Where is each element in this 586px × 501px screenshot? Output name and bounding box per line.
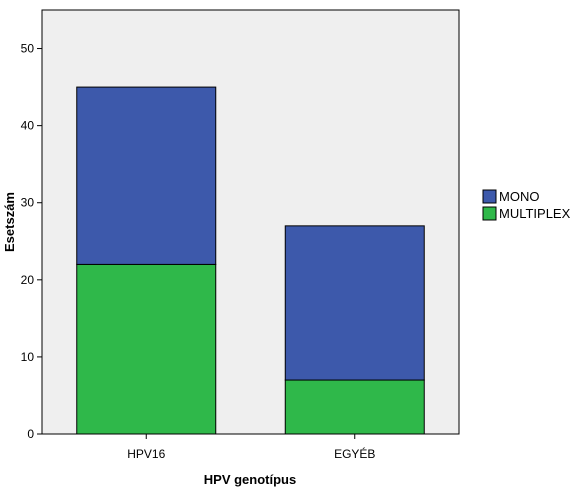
y-tick-label: 50 [21, 42, 35, 56]
y-tick-label: 30 [21, 196, 35, 210]
legend: MONO MULTIPLEX [482, 189, 571, 221]
bar-mono-0 [76, 86, 217, 265]
bar-multiplex-1 [284, 379, 425, 435]
legend-swatch-multiplex [482, 206, 497, 221]
y-tick-label: 10 [21, 350, 35, 364]
legend-label-multiplex: MULTIPLEX [499, 206, 571, 221]
bar-mono-1 [284, 225, 425, 381]
x-tick-label: EGYÉB [334, 446, 375, 461]
y-axis: 0 10 20 30 40 50 [21, 42, 42, 441]
x-tick-label: HPV16 [127, 447, 165, 461]
y-tick-label: 0 [27, 427, 34, 441]
x-axis-title: HPV genotípus [204, 472, 296, 487]
legend-swatch-mono [482, 189, 497, 204]
x-axis: HPV16 EGYÉB [127, 434, 375, 461]
bar-multiplex-0 [76, 263, 217, 435]
y-axis-title: Esetszám [2, 192, 17, 252]
bars [76, 86, 425, 435]
legend-label-mono: MONO [499, 189, 539, 204]
y-tick-label: 20 [21, 273, 35, 287]
y-tick-label: 40 [21, 119, 35, 133]
